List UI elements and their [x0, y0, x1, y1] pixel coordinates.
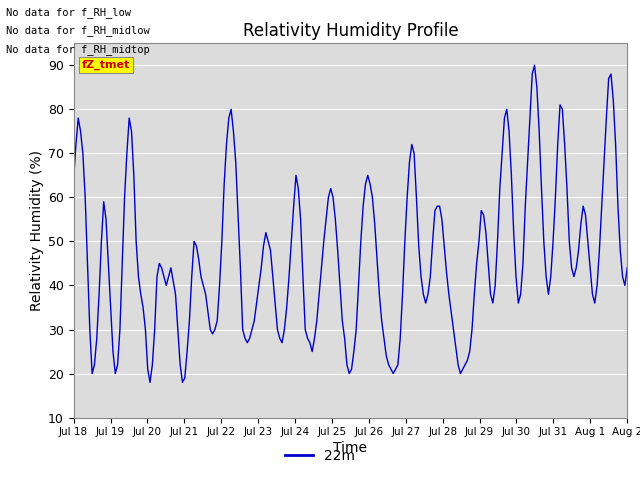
Text: No data for f_RH_low: No data for f_RH_low — [6, 7, 131, 18]
Y-axis label: Relativity Humidity (%): Relativity Humidity (%) — [29, 150, 44, 311]
Legend: 22m: 22m — [280, 443, 360, 468]
X-axis label: Time: Time — [333, 442, 367, 456]
Text: No data for f_RH_midlow: No data for f_RH_midlow — [6, 25, 150, 36]
Text: fZ_tmet: fZ_tmet — [82, 60, 130, 70]
Title: Relativity Humidity Profile: Relativity Humidity Profile — [243, 22, 458, 40]
Text: No data for f_RH_midtop: No data for f_RH_midtop — [6, 44, 150, 55]
